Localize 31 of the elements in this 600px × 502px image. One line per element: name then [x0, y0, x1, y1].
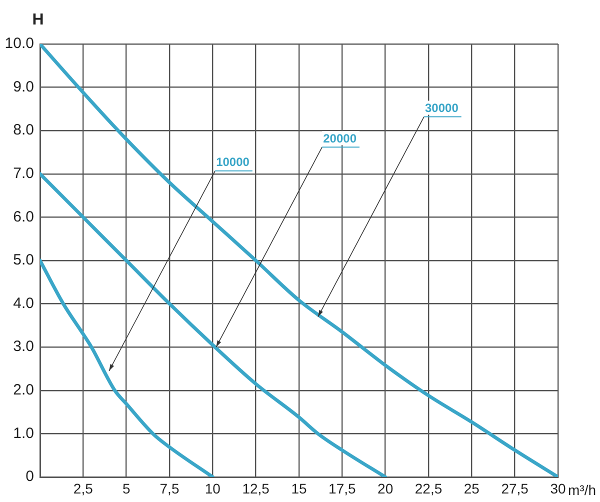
x-tick-label: 2,5: [73, 480, 94, 496]
x-tick-label: 10: [204, 480, 221, 496]
x-tick-label: 20: [378, 480, 394, 496]
x-tick-label: 7,5: [160, 480, 180, 496]
line-series: [40, 258, 214, 477]
x-tick-label: 27,5: [501, 480, 529, 496]
y-tick-label: 3.0: [13, 338, 34, 356]
y-tick-label: 1.0: [13, 424, 34, 442]
annotation: 20000: [323, 131, 357, 146]
x-tick-label: 12,5: [242, 480, 270, 496]
y-tick-label: 2.0: [13, 382, 34, 399]
y-tick-label: 10.0: [4, 35, 34, 52]
line-series: [40, 44, 558, 477]
y-tick-label: 5.0: [13, 252, 34, 269]
annotation: 10000: [216, 155, 250, 170]
annotation: 30000: [424, 101, 459, 116]
x-tick-label: 15: [291, 480, 307, 496]
y-tick-label: 6.0: [13, 208, 34, 226]
x-axis-title: m³/h: [568, 482, 596, 498]
x-tick-label: 22,5: [414, 480, 442, 496]
line-series: [40, 172, 388, 477]
y-tick-label: 7.0: [13, 165, 34, 182]
y-tick-label: 0: [26, 468, 34, 486]
x-tick-label: 25: [464, 480, 480, 496]
y-tick-label: 9.0: [13, 78, 34, 96]
x-tick-label: 5: [122, 480, 130, 496]
y-tick-label: 8.0: [13, 122, 34, 139]
x-tick-label: 17,5: [328, 480, 356, 496]
y-tick-label: 4.0: [13, 294, 34, 312]
y-axis-title: H: [32, 11, 44, 28]
x-tick-label: 30: [550, 480, 566, 496]
